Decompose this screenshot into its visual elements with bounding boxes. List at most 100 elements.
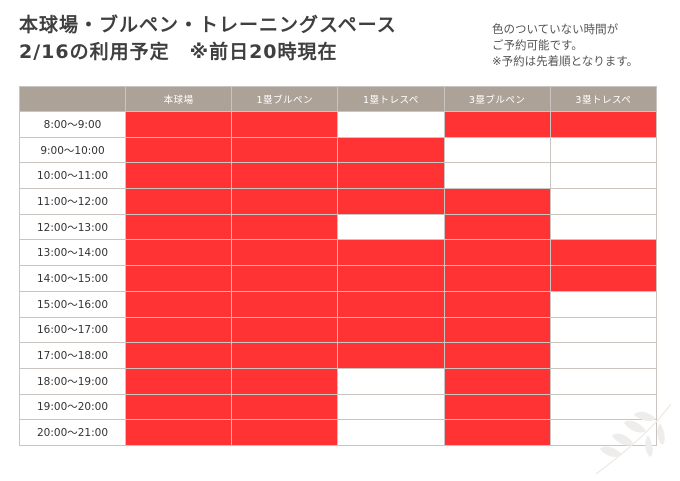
slot-cell-3b-bullpen-booked	[443, 239, 551, 267]
table-row: 14:00〜15:00	[19, 265, 658, 292]
table-row: 17:00〜18:00	[19, 342, 658, 369]
table-row: 19:00〜20:00	[19, 393, 658, 421]
time-slot-label: 13:00〜14:00	[19, 239, 126, 267]
slot-cell-main-field-booked	[124, 316, 233, 344]
time-slot-label: 10:00〜11:00	[19, 162, 126, 190]
time-slot-label: 8:00〜9:00	[19, 111, 126, 138]
slot-cell-1b-bullpen-booked	[231, 316, 339, 344]
slot-cell-1b-training-booked	[337, 188, 445, 215]
slot-cell-1b-training-booked	[337, 290, 445, 318]
slot-cell-1b-bullpen-booked	[231, 213, 339, 241]
slot-cell-3b-bullpen-booked	[443, 419, 551, 446]
slot-cell-3b-training-available	[549, 188, 658, 215]
slot-cell-3b-training-available	[549, 316, 658, 344]
slot-cell-main-field-booked	[124, 342, 233, 369]
schedule-table: 本球場 1塁ブルペン 1塁トレスペ 3塁ブルペン 3塁トレスペ 8:00〜9:0…	[19, 86, 658, 446]
note-line-uncolored: 色のついていない時間が	[492, 22, 619, 36]
column-header-3b-training: 3塁トレスペ	[549, 86, 658, 112]
table-row: 20:00〜21:00	[19, 419, 658, 446]
slot-cell-1b-training-available	[337, 213, 445, 241]
time-slot-label: 12:00〜13:00	[19, 213, 126, 241]
leaf-branch-icon	[595, 403, 672, 475]
slot-cell-main-field-booked	[124, 419, 233, 446]
slot-cell-1b-training-booked	[337, 316, 445, 344]
slot-cell-3b-training-available	[549, 162, 658, 190]
slot-cell-1b-training-booked	[337, 265, 445, 292]
slot-cell-main-field-booked	[124, 290, 233, 318]
slot-cell-1b-bullpen-booked	[231, 367, 339, 395]
table-row: 10:00〜11:00	[19, 162, 658, 190]
slot-cell-1b-bullpen-booked	[231, 393, 339, 421]
slot-cell-3b-bullpen-booked	[443, 213, 551, 241]
slot-cell-1b-bullpen-booked	[231, 111, 339, 138]
slot-cell-main-field-booked	[124, 111, 233, 138]
slot-cell-main-field-booked	[124, 188, 233, 215]
time-slot-label: 15:00〜16:00	[19, 290, 126, 318]
time-slot-label: 20:00〜21:00	[19, 419, 126, 446]
slot-cell-3b-bullpen-booked	[443, 342, 551, 369]
slot-cell-3b-bullpen-available	[443, 136, 551, 164]
slot-cell-main-field-booked	[124, 136, 233, 164]
table-row: 11:00〜12:00	[19, 188, 658, 215]
availability-note: 色のついていない時間が ご予約可能です。 ※予約は先着順となります。	[492, 21, 638, 69]
slot-cell-1b-training-booked	[337, 239, 445, 267]
header-row: 本球場 1塁ブルペン 1塁トレスペ 3塁ブルペン 3塁トレスペ	[19, 86, 658, 112]
slot-cell-1b-training-booked	[337, 162, 445, 190]
slot-cell-1b-bullpen-booked	[231, 136, 339, 164]
table-row: 18:00〜19:00	[19, 367, 658, 395]
slot-cell-3b-training-available	[549, 393, 658, 421]
slot-cell-3b-bullpen-booked	[443, 316, 551, 344]
time-slot-label: 11:00〜12:00	[19, 188, 126, 215]
column-header-1b-training: 1塁トレスペ	[337, 86, 445, 112]
slot-cell-1b-training-available	[337, 367, 445, 395]
column-header-1b-bullpen: 1塁ブルペン	[231, 86, 339, 112]
time-slot-label: 14:00〜15:00	[19, 265, 126, 292]
note-line-bookable: ご予約可能です。	[492, 38, 583, 52]
slot-cell-3b-bullpen-booked	[443, 111, 551, 138]
slot-cell-1b-bullpen-booked	[231, 419, 339, 446]
title-date-status: 2/16の利用予定 ※前日20時現在	[19, 41, 338, 63]
table-row: 9:00〜10:00	[19, 136, 658, 164]
slot-cell-1b-training-booked	[337, 342, 445, 369]
slot-cell-3b-bullpen-available	[443, 162, 551, 190]
time-slot-label: 9:00〜10:00	[19, 136, 126, 164]
header-corner	[19, 86, 126, 112]
schedule-body: 8:00〜9:00 9:00〜10:00 10:00〜11:00 11:00〜12:0…	[19, 111, 658, 446]
slot-cell-1b-bullpen-booked	[231, 239, 339, 267]
slot-cell-3b-training-available	[549, 136, 658, 164]
note-line-first-come: ※予約は先着順となります。	[492, 54, 639, 68]
slot-cell-3b-bullpen-booked	[443, 290, 551, 318]
column-header-3b-bullpen: 3塁ブルペン	[443, 86, 551, 112]
table-row: 16:00〜17:00	[19, 316, 658, 344]
time-slot-label: 17:00〜18:00	[19, 342, 126, 369]
slot-cell-1b-bullpen-booked	[231, 290, 339, 318]
slot-cell-1b-training-available	[337, 111, 445, 138]
slot-cell-3b-bullpen-booked	[443, 367, 551, 395]
slot-cell-3b-training-available	[549, 342, 658, 369]
slot-cell-main-field-booked	[124, 162, 233, 190]
table-row: 15:00〜16:00	[19, 290, 658, 318]
slot-cell-3b-training-available	[549, 213, 658, 241]
table-row: 12:00〜13:00	[19, 213, 658, 241]
slot-cell-3b-training-booked	[549, 111, 658, 138]
column-header-main-field: 本球場	[124, 86, 233, 112]
slot-cell-1b-bullpen-booked	[231, 265, 339, 292]
slot-cell-1b-bullpen-booked	[231, 342, 339, 369]
schedule-header: 本球場 1塁ブルペン 1塁トレスペ 3塁ブルペン 3塁トレスペ	[19, 86, 658, 112]
slot-cell-1b-training-available	[337, 393, 445, 421]
slot-cell-3b-training-available	[549, 419, 658, 446]
slot-cell-main-field-booked	[124, 239, 233, 267]
slot-cell-3b-training-booked	[549, 265, 658, 292]
slot-cell-main-field-booked	[124, 213, 233, 241]
slot-cell-main-field-booked	[124, 367, 233, 395]
slot-cell-1b-training-booked	[337, 136, 445, 164]
title-facilities: 本球場・ブルペン・トレーニングスペース	[19, 14, 397, 36]
slot-cell-3b-bullpen-booked	[443, 188, 551, 215]
table-row: 8:00〜9:00	[19, 111, 658, 138]
slot-cell-1b-training-available	[337, 419, 445, 446]
slot-cell-1b-bullpen-booked	[231, 188, 339, 215]
time-slot-label: 18:00〜19:00	[19, 367, 126, 395]
slot-cell-3b-bullpen-booked	[443, 265, 551, 292]
slot-cell-main-field-booked	[124, 393, 233, 421]
slot-cell-3b-training-available	[549, 367, 658, 395]
